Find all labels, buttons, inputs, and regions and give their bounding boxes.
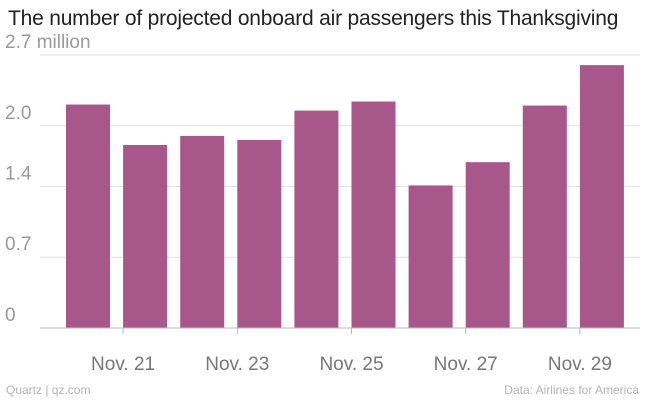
bar <box>237 139 282 328</box>
footer-source: Data: Airlines for America <box>504 383 639 397</box>
bar <box>180 135 225 328</box>
bar <box>66 104 110 329</box>
x-tick-label: Nov. 29 <box>548 354 612 375</box>
y-tick-label: 0 <box>5 305 16 326</box>
y-tick-label: 2.7 million <box>5 32 91 53</box>
bar <box>579 65 624 328</box>
bar <box>408 185 453 328</box>
bars <box>66 65 624 329</box>
y-tick-label: 1.4 <box>5 163 32 184</box>
x-axis-ticks: Nov. 21 Nov. 23 Nov. 25 Nov. 27 Nov. 29 <box>91 328 612 375</box>
x-tick-label: Nov. 21 <box>91 354 155 375</box>
bar <box>465 162 510 328</box>
x-tick-label: Nov. 27 <box>434 354 498 375</box>
bar <box>294 110 339 328</box>
bar <box>522 105 567 328</box>
bar <box>123 144 168 328</box>
x-tick-label: Nov. 23 <box>205 354 269 375</box>
x-tick-label: Nov. 25 <box>319 354 383 375</box>
y-axis-ticks: 0 0.7 1.4 2.0 2.7 million <box>5 32 91 326</box>
footer-credit: Quartz | qz.com <box>6 383 91 397</box>
y-tick-label: 2.0 <box>5 103 31 124</box>
bar <box>351 101 396 328</box>
y-tick-label: 0.7 <box>5 234 31 255</box>
chart-title: The number of projected onboard air pass… <box>8 7 619 30</box>
